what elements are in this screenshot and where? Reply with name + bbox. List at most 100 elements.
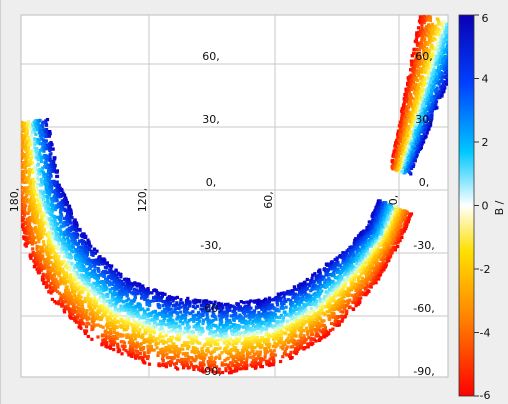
data-point <box>330 266 334 270</box>
data-point <box>287 324 291 328</box>
data-point <box>330 274 334 278</box>
data-point <box>235 361 239 365</box>
data-point <box>42 243 46 247</box>
data-point <box>229 355 233 359</box>
data-point <box>14 136 17 139</box>
data-point <box>195 304 199 308</box>
data-point <box>38 245 42 249</box>
data-point <box>170 310 174 315</box>
data-point <box>35 185 39 189</box>
data-point <box>178 310 182 314</box>
data-point <box>41 211 45 215</box>
data-point <box>13 133 16 136</box>
data-point <box>13 131 16 134</box>
data-point <box>207 300 211 304</box>
data-point <box>154 296 158 300</box>
data-point <box>295 350 299 354</box>
data-point <box>268 304 272 308</box>
data-point <box>338 292 342 296</box>
data-point <box>186 321 190 325</box>
data-point <box>48 153 52 157</box>
data-point <box>48 266 52 270</box>
data-point <box>42 220 46 224</box>
data-point <box>108 346 113 350</box>
data-point <box>116 272 120 276</box>
data-point <box>93 268 97 272</box>
data-point <box>186 357 190 361</box>
data-point <box>159 298 163 303</box>
data-point <box>24 222 28 226</box>
data-point <box>244 314 248 318</box>
data-point <box>72 290 77 294</box>
data-point <box>316 289 320 293</box>
data-point <box>16 159 19 162</box>
data-point <box>29 196 33 200</box>
data-point <box>66 209 70 214</box>
data-point <box>107 324 112 328</box>
data-point <box>128 285 133 289</box>
data-point <box>127 287 131 291</box>
data-point <box>176 358 180 362</box>
data-point <box>29 238 33 242</box>
data-point <box>147 301 152 306</box>
data-point <box>288 354 292 358</box>
data-point <box>95 249 99 253</box>
data-point <box>42 228 46 233</box>
data-point <box>23 207 27 211</box>
data-point <box>15 133 18 136</box>
data-point <box>267 299 271 304</box>
data-point <box>210 314 215 318</box>
data-point <box>233 305 237 310</box>
data-point <box>191 304 196 309</box>
data-point <box>152 329 156 333</box>
data-point <box>101 281 105 285</box>
data-point <box>33 168 37 172</box>
data-point <box>198 368 203 372</box>
data-point <box>133 324 137 328</box>
data-point <box>304 299 308 303</box>
data-point <box>56 285 60 289</box>
data-point <box>266 362 270 366</box>
data-point <box>115 292 119 296</box>
data-point <box>35 247 39 251</box>
data-point <box>190 356 194 360</box>
data-point <box>355 293 359 297</box>
data-point <box>107 315 111 319</box>
data-point <box>186 329 190 333</box>
data-point <box>258 305 262 309</box>
data-point <box>170 360 174 365</box>
data-point <box>134 328 138 332</box>
data-point <box>125 307 129 311</box>
data-point <box>85 251 89 255</box>
data-point <box>15 138 18 141</box>
data-point <box>319 336 324 340</box>
data-point <box>58 202 62 206</box>
data-point <box>161 300 165 304</box>
data-point <box>304 312 308 316</box>
data-point <box>74 229 79 233</box>
data-point <box>328 317 332 322</box>
data-point <box>46 146 50 151</box>
data-point <box>298 303 302 307</box>
data-point <box>31 247 35 251</box>
data-point <box>76 313 80 317</box>
data-point <box>14 136 17 139</box>
data-point <box>13 146 16 149</box>
data-point <box>146 314 150 318</box>
data-point <box>113 340 117 344</box>
data-point <box>126 333 130 337</box>
data-point <box>171 318 175 322</box>
data-point <box>294 315 298 319</box>
data-point <box>201 308 205 312</box>
data-point <box>93 251 97 255</box>
data-point <box>31 204 35 208</box>
data-point <box>13 140 16 143</box>
data-point <box>228 308 232 312</box>
data-point <box>317 334 321 338</box>
data-point <box>150 325 154 329</box>
data-point <box>271 352 275 356</box>
data-point <box>170 295 174 300</box>
data-point <box>17 124 20 127</box>
data-point <box>330 284 334 289</box>
data-point <box>188 303 192 307</box>
